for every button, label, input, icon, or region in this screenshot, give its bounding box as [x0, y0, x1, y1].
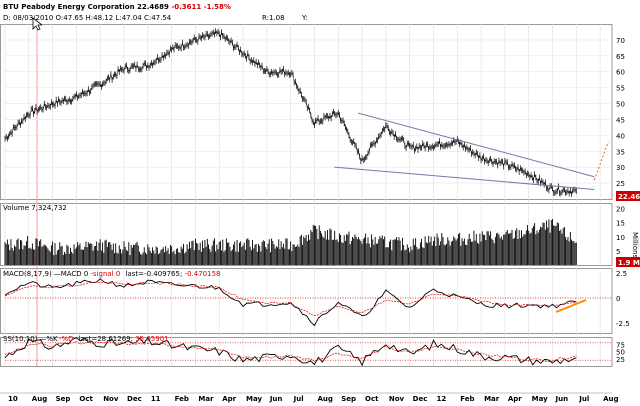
header-title: BTU Peabody Energy Corporation 22.4689 -… — [3, 3, 231, 11]
volume-tag-bg — [616, 257, 640, 267]
vol-pane-frame — [0, 203, 613, 266]
header-change-pct: -1.58% — [204, 3, 231, 11]
macd-tick-label: 2.5 — [616, 270, 627, 278]
price-tick-label: 65 — [616, 53, 625, 61]
macd-tick-label: 0 — [616, 295, 620, 303]
header-last: 22.4689 — [137, 3, 169, 11]
x-tick-label: Jun — [554, 395, 568, 403]
stoch-last: last=28.61269; — [79, 335, 135, 343]
macd-last: last=-0.409765; — [126, 270, 185, 278]
stoch-tick-label: 25 — [616, 356, 625, 364]
k-name: %K — [46, 335, 58, 343]
x-tick-label: Jul — [578, 395, 589, 403]
volume-tick-label: 5 — [616, 248, 620, 256]
macd-pane-frame — [0, 268, 613, 334]
price-series — [4, 28, 577, 197]
x-tick-label: Feb — [175, 395, 189, 403]
volume-unit-label: Millions — [631, 232, 639, 259]
x-tick-label: Dec — [413, 395, 428, 403]
price-tick-label: 40 — [616, 132, 625, 140]
stoch-pane-frame — [0, 337, 613, 367]
price-tick-label: 25 — [616, 180, 625, 188]
stoch-tick-label: 50 — [616, 349, 625, 357]
r-readout: R:1.08 — [262, 14, 285, 22]
divergence-line — [555, 299, 587, 313]
projection-line — [593, 141, 609, 181]
x-tick-label: Dec — [127, 395, 142, 403]
x-tick-label: Aug — [603, 395, 618, 403]
volume-tick-label: 10 — [616, 234, 625, 242]
macd-label-prefix: MACD(8,17,9) — [3, 270, 52, 278]
price-tick-label: 60 — [616, 69, 625, 77]
macd-label: MACD(8,17,9) —MACD 0 -signal 0 last=-0.409… — [3, 270, 221, 278]
price-tag-bg — [616, 191, 640, 201]
trendline — [357, 112, 595, 178]
volume-tick-label: 15 — [616, 220, 625, 228]
trendline — [334, 166, 595, 190]
mouse-pointer-icon — [32, 17, 42, 31]
d-name: %D — [61, 335, 73, 343]
price-tick-label: 35 — [616, 148, 625, 156]
price-tick-label: 55 — [616, 85, 625, 93]
x-tick-label: May — [246, 395, 262, 403]
volume-tick-label: 20 — [616, 206, 625, 214]
x-tick-label: Aug — [32, 395, 47, 403]
macd-line — [4, 278, 577, 327]
stoch-last2: 35.65901 — [135, 335, 168, 343]
y-readout: Y: — [301, 14, 308, 22]
volume-bars — [4, 219, 577, 265]
volume-tag: 1.9 M — [618, 259, 640, 267]
trendlines — [334, 112, 609, 190]
macd-last2: -0.470158 — [185, 270, 221, 278]
stoch-label: SS(10,10) —%K -%D last=28.61269; 35.65901 — [3, 335, 169, 343]
x-tick-label: May — [532, 395, 548, 403]
percent-d-line — [4, 340, 577, 362]
macd-tick-label: -2.5 — [616, 320, 630, 328]
ohlc-readout: D: 08/03/2010 O:47.65 H:48.12 L:47.04 C:… — [3, 14, 172, 22]
signal-line — [4, 281, 577, 316]
price-tick-label: 70 — [616, 37, 625, 45]
x-tick-label: Aug — [317, 395, 332, 403]
header-name: Peabody Energy Corporation — [21, 3, 134, 11]
x-tick-label: Jun — [269, 395, 283, 403]
price-tick-label: 30 — [616, 164, 625, 172]
x-tick-label: Nov — [103, 395, 119, 403]
price-tick-label: 50 — [616, 101, 625, 109]
x-tick-label: Oct — [365, 395, 379, 403]
macd-name: MACD 0 — [61, 270, 89, 278]
x-tick-label: Nov — [389, 395, 405, 403]
stoch-tick-label: 75 — [616, 341, 625, 349]
volume-label: Volume 7,324,732 — [3, 204, 67, 212]
x-tick-label: Sep — [341, 395, 356, 403]
signal-name: signal 0 — [93, 270, 120, 278]
x-tick-label: Mar — [198, 395, 214, 403]
macd-series — [4, 278, 587, 327]
percent-k-line — [4, 336, 577, 367]
price-tick-label: 45 — [616, 116, 625, 124]
price-tag: 22.46 — [618, 193, 640, 201]
x-tick-label: Sep — [56, 395, 71, 403]
stoch-label-prefix: SS(10,10) — [3, 335, 38, 343]
header-change: -0.3611 — [171, 3, 201, 11]
price-line — [4, 30, 577, 195]
x-tick-label: Oct — [79, 395, 93, 403]
x-tick-label: 12 — [436, 395, 446, 403]
x-tick-label: Jul — [293, 395, 304, 403]
header-symbol: BTU — [3, 3, 19, 11]
x-tick-label: Apr — [508, 395, 522, 403]
x-tick-label: Mar — [484, 395, 500, 403]
x-tick-label: 11 — [151, 395, 161, 403]
stochastic-series — [4, 336, 577, 367]
x-tick-label: Feb — [460, 395, 474, 403]
x-tick-label: Apr — [222, 395, 236, 403]
price-pane-frame — [0, 24, 613, 200]
x-tick-label: 10 — [8, 395, 18, 403]
